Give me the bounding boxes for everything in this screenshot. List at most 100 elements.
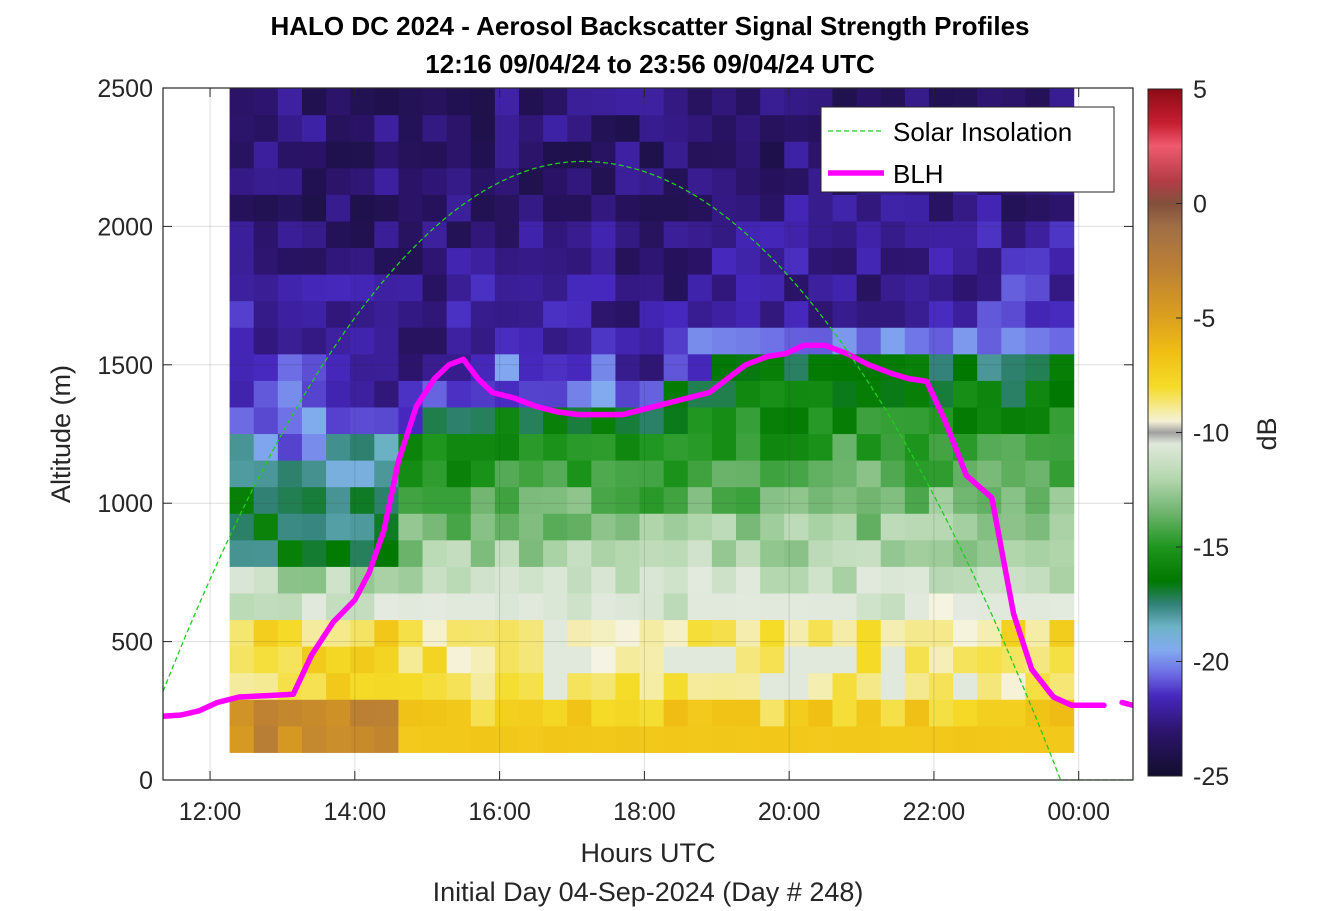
heatmap-cell [277,167,303,195]
heatmap-cell [350,274,375,302]
heatmap-cell [760,566,785,594]
heatmap-cell [856,406,882,435]
heatmap-cell [687,247,713,275]
heatmap-cell [350,646,375,674]
heatmap-cell [904,486,930,514]
heatmap-cell [760,327,785,355]
heatmap-cell [470,88,496,116]
heatmap-cell [543,672,568,700]
heatmap-cell [229,619,255,647]
heatmap-cell [567,672,592,700]
heatmap-cell [904,433,930,461]
heatmap-cell [374,327,400,355]
heatmap-cell [760,699,785,727]
heatmap-cell [1049,725,1075,753]
heatmap-cell [253,539,279,567]
heatmap-cell [253,725,279,753]
heatmap-cell [832,380,858,408]
heatmap-cell [736,619,761,647]
heatmap-cell [977,194,1002,222]
heatmap-cell [398,327,424,355]
heatmap-cell [277,406,303,435]
heatmap-cell [470,725,496,753]
y-tick-label: 2000 [97,213,153,241]
series-blh [163,342,1107,720]
y-tick-label: 500 [111,629,153,657]
heatmap-cell [687,592,713,621]
heatmap-cell [904,592,930,621]
heatmap-cell [301,725,327,753]
heatmap-cell [350,220,375,249]
heatmap-cell [856,194,882,222]
legend-label-solar: Solar Insolation [893,117,1072,147]
heatmap-cell [277,141,303,169]
heatmap-cell [784,380,809,408]
heatmap-cell [591,194,617,222]
heatmap-cell [736,672,761,700]
heatmap-cell [880,566,906,594]
heatmap-cell [518,460,544,488]
heatmap-cell [567,353,592,381]
heatmap-cell [953,725,978,753]
heatmap-cell [808,274,834,302]
y-tick-label: 1000 [97,490,153,518]
heatmap-cell [494,592,520,621]
heatmap-cell [615,167,641,195]
heatmap-cell [1001,513,1027,541]
heatmap-cell [494,646,520,674]
heatmap-cell [422,274,448,302]
heatmap-cell [856,274,882,302]
heatmap-cell [567,460,592,488]
heatmap-cell [518,194,544,222]
heatmap-cell [1049,646,1075,674]
heatmap-cell [615,539,641,567]
heatmap-cell [229,327,255,355]
heatmap-cell [639,725,665,753]
heatmap-cell [953,220,978,249]
heatmap-cell [687,141,713,169]
heatmap-cell [422,646,448,674]
heatmap-cell [784,88,809,116]
heatmap-cell [277,380,303,408]
heatmap-cell [470,114,496,142]
heatmap-cell [229,88,255,116]
heatmap-cell [543,88,568,116]
heatmap-cell [1049,220,1075,249]
heatmap-cell [301,486,327,514]
heatmap-cell [326,566,351,594]
heatmap-cell [398,247,424,275]
heatmap-cell [374,619,400,647]
heatmap-cell [326,646,351,674]
heatmap-cell [350,327,375,355]
heatmap-cell [494,194,520,222]
heatmap-cell [591,247,617,275]
heatmap-cell [591,88,617,116]
heatmap-cell [1025,486,1051,514]
heatmap-cell [687,619,713,647]
heatmap-cell [832,672,858,700]
heatmap-cell [253,406,279,435]
heatmap-cell [615,274,641,302]
heatmap-cell [350,486,375,514]
heatmap-cell [567,327,592,355]
heatmap-cell [446,460,472,488]
heatmap-cell [446,566,472,594]
heatmap-cell [953,486,978,514]
heatmap-cell [687,327,713,355]
heatmap-cell [711,88,737,116]
x-tick-label: 18:00 [613,798,676,826]
heatmap-cell [977,300,1002,328]
heatmap-cell [953,513,978,541]
heatmap-cell [808,194,834,222]
heatmap-cell [591,619,617,647]
heatmap-cell [663,194,689,222]
heatmap-cell [784,220,809,249]
heatmap-cell [711,247,737,275]
heatmap-cell [880,327,906,355]
heatmap-cell [350,619,375,647]
colorbar-tick-label: -10 [1193,420,1229,448]
heatmap-cell [953,619,978,647]
x-tick-label: 22:00 [903,798,966,826]
heatmap-cell [567,141,592,169]
heatmap-cell [326,300,351,328]
